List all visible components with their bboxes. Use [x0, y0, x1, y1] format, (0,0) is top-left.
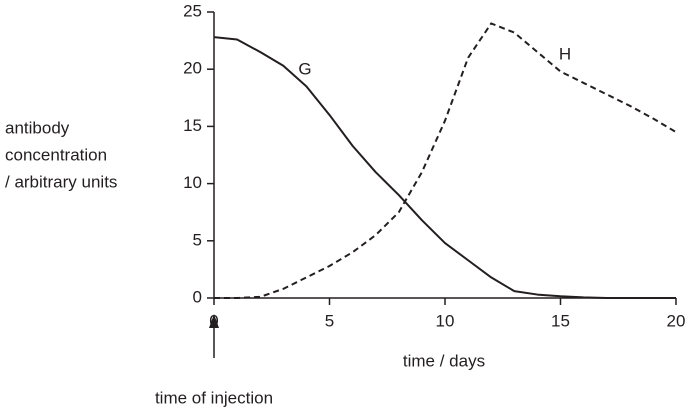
y-tick-label: 0: [193, 287, 202, 306]
x-tick-label: 0: [209, 311, 218, 330]
y-tick-label: 5: [193, 230, 202, 249]
y-axis-label: / arbitrary units: [5, 172, 117, 191]
y-tick-label: 15: [183, 116, 202, 135]
x-tick-label: 20: [667, 311, 686, 330]
series-label: H: [559, 44, 571, 63]
x-axis-label: time / days: [403, 351, 485, 370]
y-axis-label: antibody: [5, 118, 70, 137]
annotation: time of injection: [155, 388, 273, 407]
series-label: G: [298, 59, 311, 78]
series-line: [213, 36, 676, 299]
annotation-arrowhead: [209, 314, 219, 328]
y-tick-label: 25: [183, 1, 202, 20]
y-tick-label: 20: [183, 59, 202, 78]
x-tick-label: 5: [325, 311, 334, 330]
y-axis-label: concentration: [5, 145, 107, 164]
x-tick-label: 10: [436, 311, 455, 330]
x-tick-label: 15: [551, 311, 570, 330]
y-tick-label: 10: [183, 173, 202, 192]
series-line: [214, 22, 677, 299]
